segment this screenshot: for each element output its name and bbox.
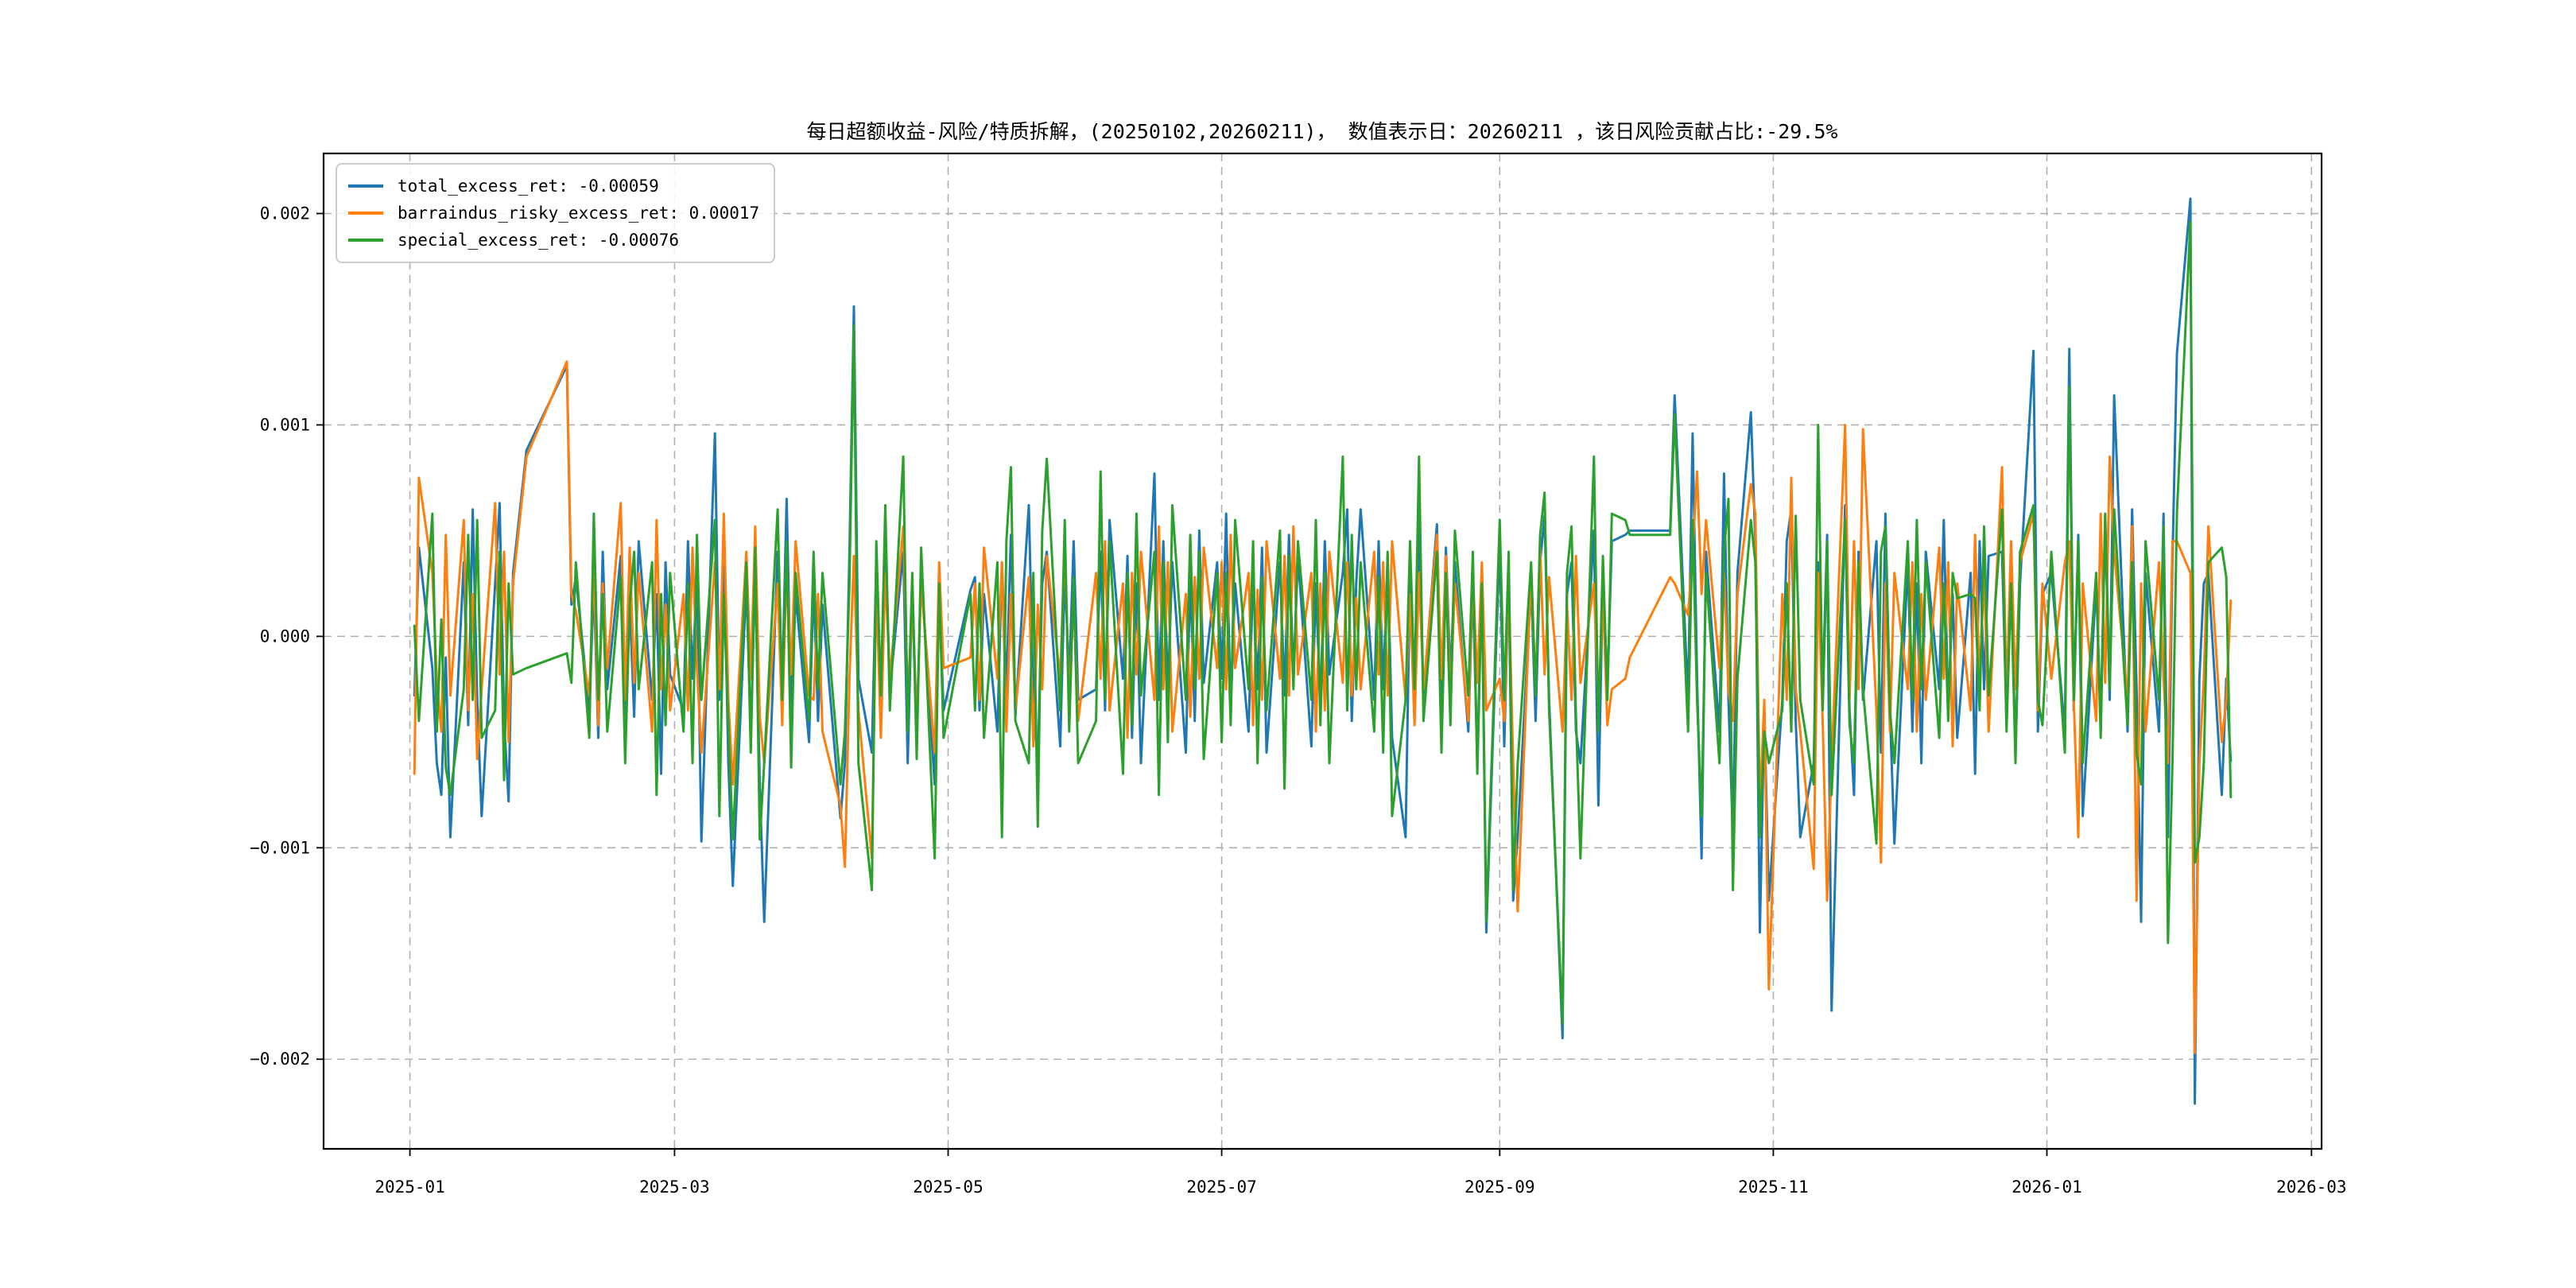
legend-line-barraindus-icon — [348, 211, 383, 215]
y-tick-label: −0.002 — [250, 1049, 310, 1069]
legend-label-special: special_excess_ret: -0.00076 — [398, 231, 680, 250]
x-tick-label: 2025-03 — [639, 1177, 710, 1197]
y-tick-label: −0.001 — [250, 838, 310, 857]
legend-label-total: total_excess_ret: -0.00059 — [398, 177, 659, 196]
legend-line-total-icon — [348, 184, 383, 188]
legend-label-barraindus: barraindus_risky_excess_ret: 0.00017 — [398, 204, 760, 223]
x-tick-label: 2025-07 — [1186, 1177, 1257, 1197]
series-line-barraindus_risky_excess_ret — [413, 360, 2233, 1054]
x-tick-label: 2026-01 — [2012, 1177, 2082, 1197]
legend-item-total: total_excess_ret: -0.00059 — [348, 173, 759, 200]
legend-line-special-icon — [348, 239, 383, 242]
axes-frame — [322, 152, 2323, 1150]
series-line-special_excess_ret — [413, 220, 2233, 1025]
x-tick-label: 2026-03 — [2276, 1177, 2347, 1197]
chart-title: 每日超额收益-风险/特质拆解，(20250102,20260211)， 数值表示… — [806, 120, 1838, 143]
legend: total_excess_ret: -0.00059 barraindus_ri… — [336, 163, 776, 263]
x-tick-label: 2025-01 — [374, 1177, 445, 1197]
x-tick-label: 2025-09 — [1465, 1177, 1535, 1197]
legend-item-special: special_excess_ret: -0.00076 — [348, 227, 759, 254]
y-tick-label: 0.001 — [260, 415, 310, 434]
y-tick-label: 0.000 — [260, 627, 310, 646]
legend-item-barraindus: barraindus_risky_excess_ret: 0.00017 — [348, 200, 759, 227]
y-tick-label: 0.002 — [260, 204, 310, 223]
x-tick-label: 2025-11 — [1738, 1177, 1809, 1197]
x-tick-label: 2025-05 — [913, 1177, 983, 1197]
